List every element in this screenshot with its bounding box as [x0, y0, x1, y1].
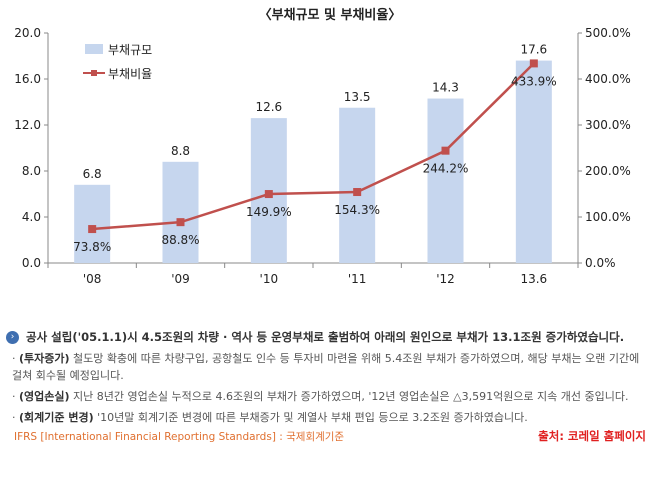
- legend-line-marker: [91, 70, 97, 76]
- bullet-operating-loss: · (영업손실) 지난 8년간 영업손실 누적으로 4.6조원의 부채가 증가하…: [12, 390, 629, 403]
- line-point: [353, 188, 362, 197]
- y-right-tick-label: 200.0%: [585, 164, 631, 178]
- line-data-label: 88.8%: [161, 233, 199, 247]
- bullet-term: (투자증가): [19, 352, 70, 365]
- ifrs-note: IFRS [International Financial Reporting …: [14, 430, 345, 443]
- line-data-label: 433.9%: [511, 74, 557, 88]
- y-right-tick-label: 400.0%: [585, 72, 631, 86]
- legend-line-label: 부채비율: [108, 67, 152, 81]
- debt-chart: 0.0 4.0 8.0 12.0 16.0 20.0 0.0% 100.0% 200.0% 300…: [14, 26, 630, 286]
- chevron-right-icon: ›: [6, 331, 19, 344]
- line-data-label: 154.3%: [334, 203, 380, 217]
- x-tick-label: 13.6: [520, 272, 547, 286]
- bar-data-label: 12.6: [255, 100, 282, 114]
- chart-axes: 0.0 4.0 8.0 12.0 16.0 20.0 0.0% 100.0% 200.0% 300…: [14, 26, 630, 286]
- bar-data-label: 13.5: [344, 90, 371, 104]
- summary-text: 공사 설립('05.1.1)시 4.5조원의 차량 · 역사 등 운영부채로 출…: [26, 330, 625, 344]
- y-right-tick-label: 100.0%: [585, 210, 631, 224]
- chart-title: 〈부채규모 및 부채비율〉: [258, 8, 402, 23]
- bullet-text: '10년말 회계기준 변경에 따른 부채증가 및 계열사 부채 편입 등으로 3…: [93, 411, 528, 424]
- bullet-term: (회계기준 변경): [19, 411, 94, 424]
- bar-data-label: 14.3: [432, 81, 459, 95]
- line-point: [88, 225, 97, 234]
- x-tick-label: '12: [436, 272, 455, 286]
- line-series: [88, 59, 538, 234]
- x-tick-label: '09: [171, 272, 190, 286]
- y-left-tick-label: 0.0: [22, 256, 41, 270]
- y-right-tick-label: 500.0%: [585, 26, 631, 40]
- line-data-label: 149.9%: [246, 205, 292, 219]
- y-left-tick-label: 12.0: [14, 118, 41, 132]
- y-left-tick-label: 16.0: [14, 72, 41, 86]
- line-point: [529, 59, 538, 68]
- bullet-text: 지난 8년간 영업손실 누적으로 4.6조원의 부채가 증가하였으며, '12년…: [69, 390, 629, 403]
- y-left-tick-label: 20.0: [14, 26, 41, 40]
- bar-data-label: 8.8: [171, 144, 190, 158]
- y-right-tick-label: 300.0%: [585, 118, 631, 132]
- x-tick-label: '10: [260, 272, 279, 286]
- bar: [74, 184, 111, 263]
- x-tick-label: '08: [83, 272, 102, 286]
- y-left-tick-label: 4.0: [22, 210, 41, 224]
- line-point: [264, 190, 273, 199]
- bar: [162, 161, 199, 263]
- summary: › 공사 설립('05.1.1)시 4.5조원의 차량 · 역사 등 운영부채로…: [6, 328, 652, 346]
- bar: [427, 98, 464, 263]
- bar: [515, 60, 552, 263]
- footer: IFRS [International Financial Reporting …: [6, 428, 652, 444]
- notes-section: › 공사 설립('05.1.1)시 4.5조원의 차량 · 역사 등 운영부채로…: [6, 328, 652, 444]
- y-right-tick-label: 0.0%: [585, 256, 616, 270]
- bullet-term: (영업손실): [19, 390, 70, 403]
- bullet-text: 철도망 확충에 따른 차량구입, 공항철도 인수 등 투자비 마련을 위해 5.…: [12, 352, 640, 382]
- source-credit: 출처: 코레일 홈페이지: [538, 429, 646, 443]
- ratio-line: [92, 62, 535, 231]
- legend: 부채규모 부채비율: [83, 43, 152, 81]
- data-labels: 6.8 8.8 12.6 13.5 14.3 17.6 73.8% 88.8% 149.9% 15…: [73, 43, 557, 254]
- bar-data-label: 6.8: [83, 167, 102, 181]
- legend-bar-swatch: [85, 44, 103, 54]
- y-left-tick-label: 8.0: [22, 164, 41, 178]
- line-point: [176, 218, 185, 227]
- bar-series: [74, 60, 552, 263]
- bullet-accounting-change: · (회계기준 변경) '10년말 회계기준 변경에 따른 부채증가 및 계열사…: [12, 411, 528, 424]
- legend-bar-label: 부채규모: [108, 43, 152, 57]
- bullet-investment: · (투자증가) 철도망 확충에 따른 차량구입, 공항철도 인수 등 투자비 …: [12, 352, 640, 382]
- line-data-label: 73.8%: [73, 240, 111, 254]
- x-tick-label: '11: [348, 272, 367, 286]
- line-data-label: 244.2%: [423, 162, 469, 176]
- line-point: [441, 146, 450, 155]
- bar-data-label: 17.6: [520, 43, 547, 57]
